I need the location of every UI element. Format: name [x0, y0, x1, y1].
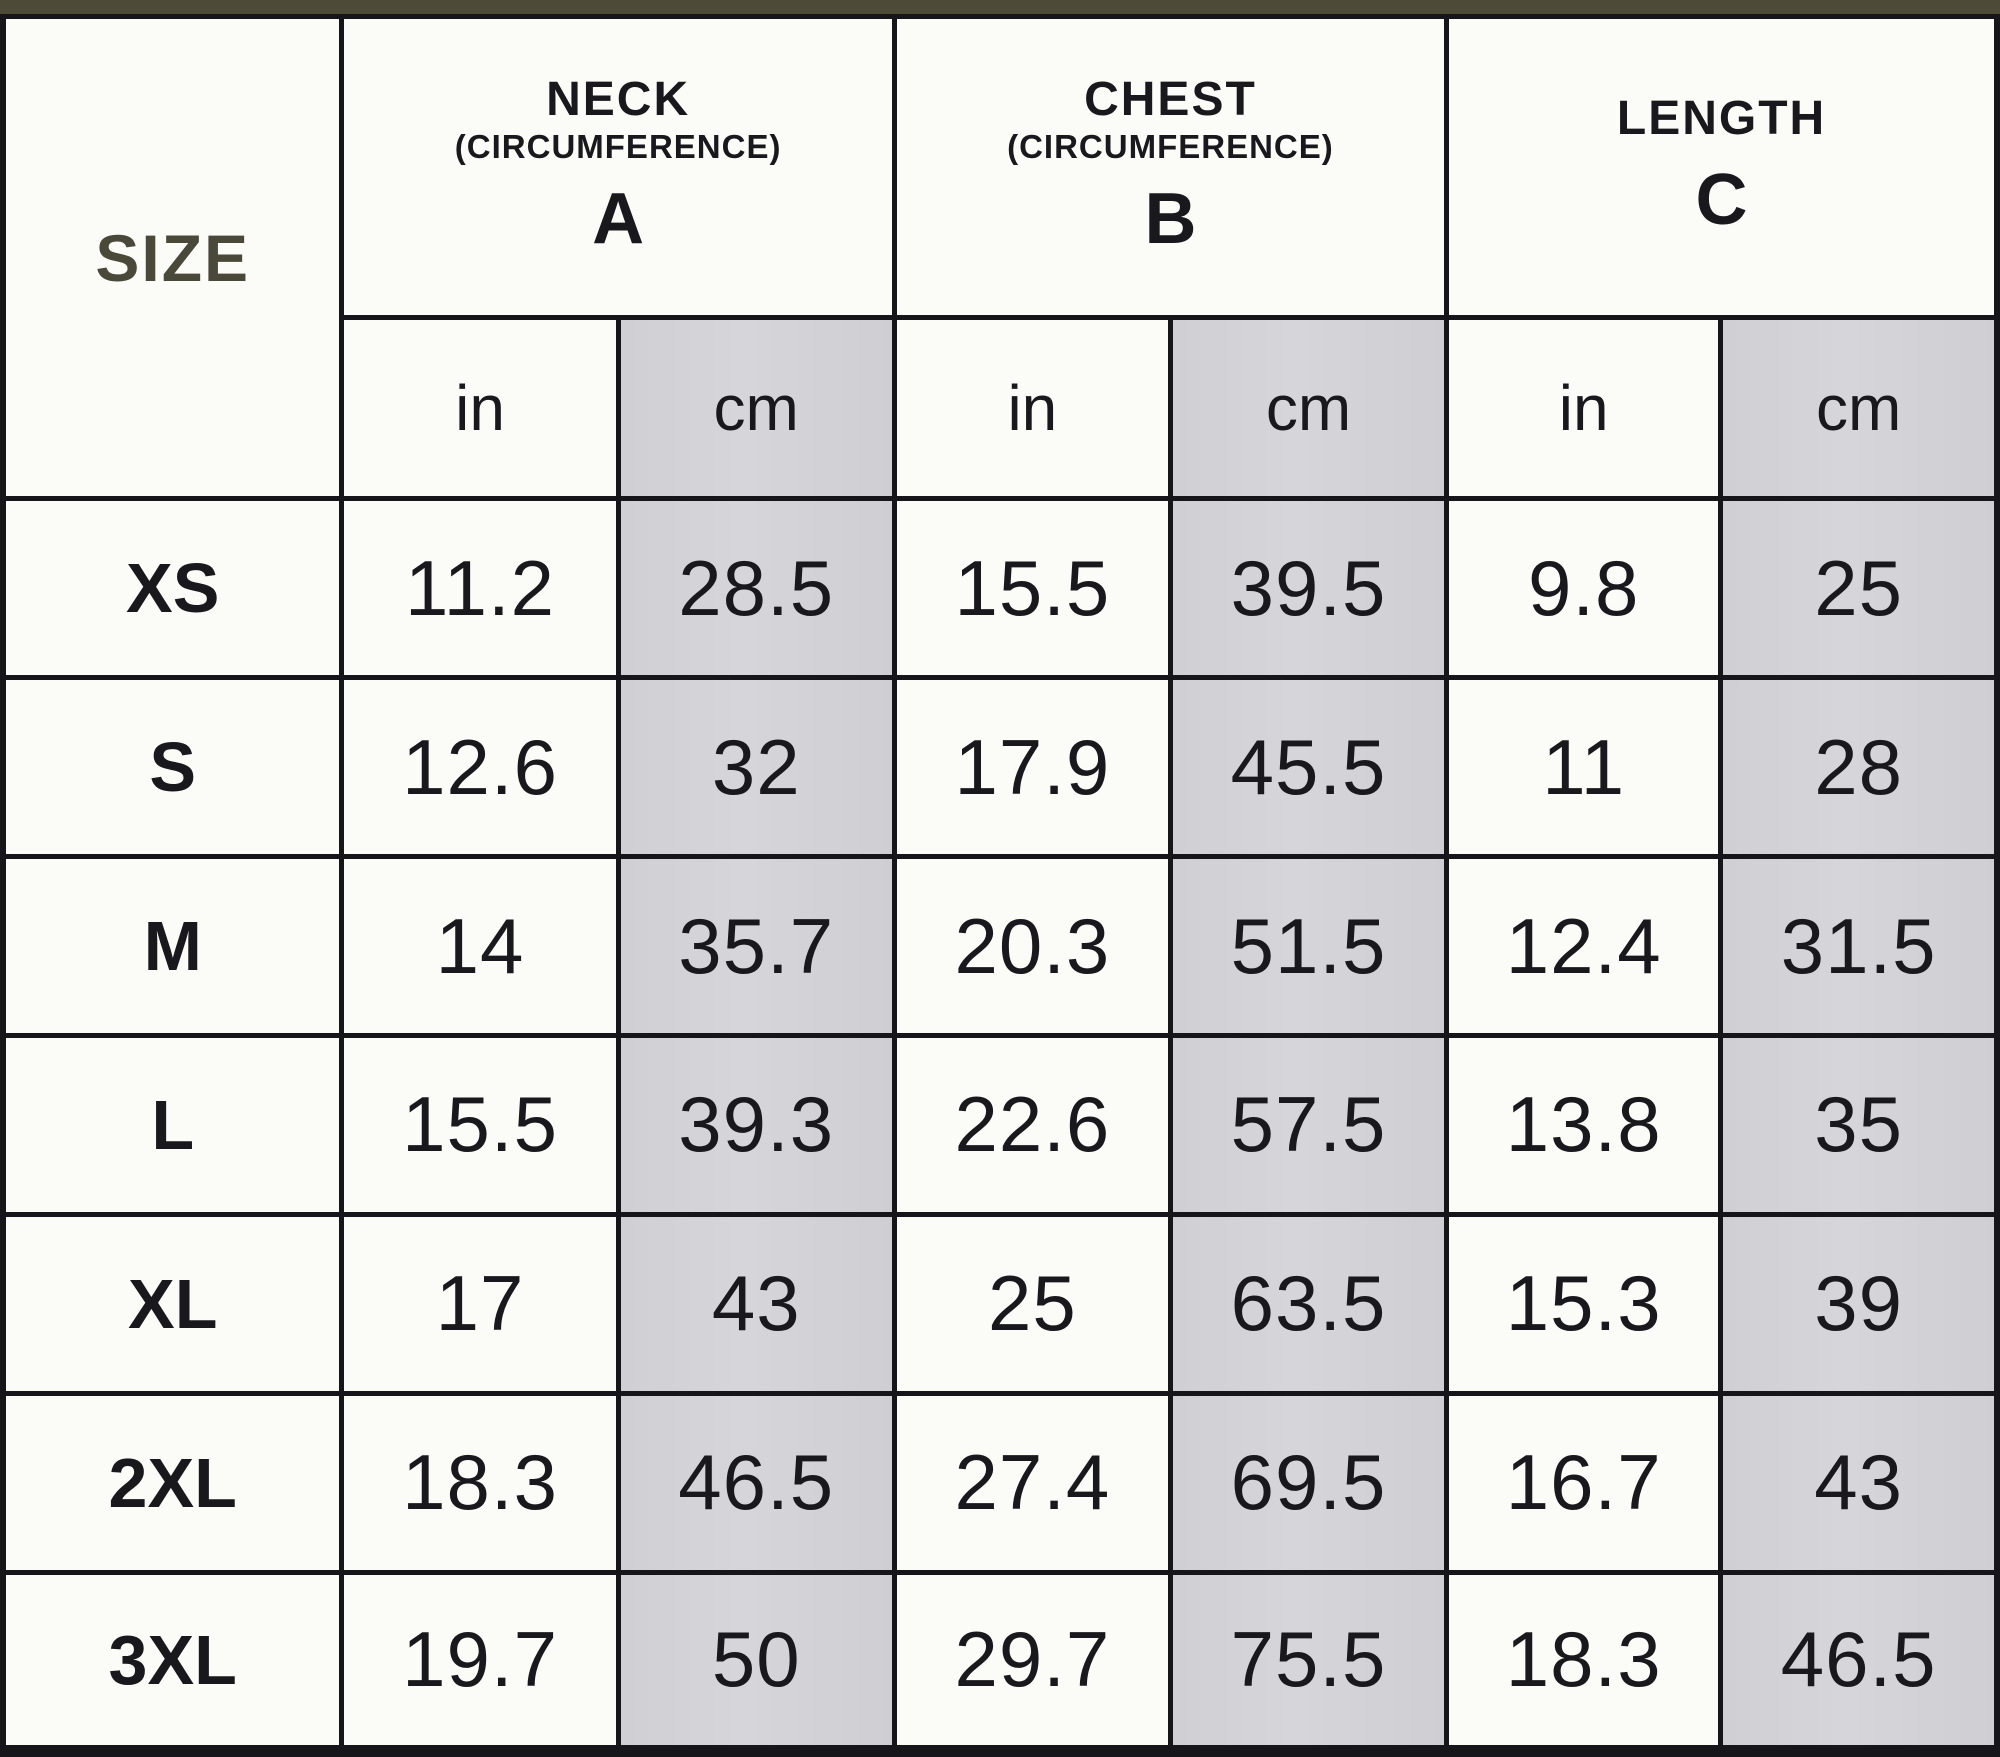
cell-3xl-length-in: 18.3	[1444, 1569, 1724, 1754]
table-row-xl: XL 17 43 25 63.5 15.3 39	[0, 1211, 2000, 1396]
cell-s-chest-in: 17.9	[891, 675, 1173, 860]
cell-m-length-in: 12.4	[1444, 854, 1724, 1038]
cell-3xl-length-cm: 46.5	[1718, 1569, 2000, 1754]
size-label: 3XL	[0, 1569, 345, 1754]
cell-xs-length-in: 9.8	[1444, 496, 1724, 681]
cell-xs-chest-in: 15.5	[891, 496, 1173, 681]
cell-3xl-chest-in: 29.7	[891, 1569, 1173, 1754]
cell-xs-length-cm: 25	[1718, 496, 2000, 681]
cell-s-length-in: 11	[1444, 675, 1724, 860]
chest-letter: B	[1144, 178, 1197, 259]
cell-2xl-length-cm: 43	[1718, 1390, 2000, 1575]
unit-header-neck-cm: cm	[615, 315, 897, 502]
size-label: S	[0, 675, 345, 860]
cell-xl-chest-in: 25	[891, 1211, 1173, 1396]
table-row-s: S 12.6 32 17.9 45.5 11 28	[0, 675, 2000, 860]
length-title: LENGTH	[1616, 92, 1827, 146]
size-label: XL	[0, 1211, 345, 1396]
neck-subtitle: (CIRCUMFERENCE)	[454, 127, 782, 165]
table-row-l: L 15.5 39.3 22.6 57.5 13.8 35	[0, 1032, 2000, 1217]
cell-l-neck-in: 15.5	[339, 1032, 621, 1217]
cell-m-length-cm: 31.5	[1718, 854, 2000, 1038]
cell-xs-neck-in: 11.2	[339, 496, 621, 681]
cell-l-neck-cm: 39.3	[615, 1032, 897, 1217]
unit-header-chest-in: in	[891, 315, 1173, 502]
cell-s-neck-cm: 32	[615, 675, 897, 860]
cell-m-neck-in: 14	[339, 854, 621, 1038]
cell-xs-chest-cm: 39.5	[1167, 496, 1450, 681]
cell-l-length-in: 13.8	[1444, 1032, 1724, 1217]
cell-2xl-neck-cm: 46.5	[615, 1390, 897, 1575]
cell-2xl-length-in: 16.7	[1444, 1390, 1724, 1575]
cell-3xl-neck-in: 19.7	[339, 1569, 621, 1754]
cell-m-chest-cm: 51.5	[1167, 854, 1450, 1038]
cell-xl-neck-in: 17	[339, 1211, 621, 1396]
cell-2xl-chest-in: 27.4	[891, 1390, 1173, 1575]
unit-header-chest-cm: cm	[1167, 315, 1450, 502]
chest-subtitle: (CIRCUMFERENCE)	[1007, 127, 1334, 165]
neck-title: NECK	[546, 73, 691, 127]
size-label: 2XL	[0, 1390, 345, 1575]
cell-2xl-chest-cm: 69.5	[1167, 1390, 1450, 1575]
unit-header-row: in cm in cm in cm	[3, 315, 2000, 502]
cell-xl-length-in: 15.3	[1444, 1211, 1724, 1396]
table-row-2xl: 2XL 18.3 46.5 27.4 69.5 16.7 43	[0, 1390, 2000, 1575]
size-label: L	[0, 1032, 345, 1217]
neck-letter: A	[592, 178, 645, 259]
size-column-header: SIZE	[0, 13, 345, 502]
chest-title: CHEST	[1084, 73, 1257, 127]
cell-l-chest-cm: 57.5	[1167, 1032, 1450, 1217]
size-label: XS	[0, 496, 345, 681]
size-chart-table: SIZE NECK (CIRCUMFERENCE) A CHEST (CIRCU…	[0, 13, 2000, 1757]
cell-xl-chest-cm: 63.5	[1167, 1211, 1450, 1396]
neck-section-header: NECK (CIRCUMFERENCE) A	[339, 13, 897, 321]
cell-xs-neck-cm: 28.5	[615, 496, 897, 681]
cell-s-chest-cm: 45.5	[1167, 675, 1450, 860]
cell-s-neck-in: 12.6	[339, 675, 621, 860]
header-row: SIZE NECK (CIRCUMFERENCE) A CHEST (CIRCU…	[0, 13, 2000, 502]
unit-header-neck-in: in	[339, 315, 621, 502]
cell-s-length-cm: 28	[1718, 675, 2000, 860]
chest-section-header: CHEST (CIRCUMFERENCE) B	[891, 13, 1450, 321]
table-row-3xl: 3XL 19.7 50 29.7 75.5 18.3 46.5	[0, 1569, 2000, 1754]
length-section-header: LENGTH C	[1444, 13, 2000, 321]
table-row-m: M 14 35.7 20.3 51.5 12.4 31.5	[0, 854, 2000, 1038]
unit-header-length-cm: cm	[1718, 315, 2000, 502]
cell-m-neck-cm: 35.7	[615, 854, 897, 1038]
cell-l-length-cm: 35	[1718, 1032, 2000, 1217]
cell-3xl-chest-cm: 75.5	[1167, 1569, 1450, 1754]
unit-header-length-in: in	[1444, 315, 1724, 502]
length-letter: C	[1695, 159, 1748, 240]
cell-l-chest-in: 22.6	[891, 1032, 1173, 1217]
table-row-xs: XS 11.2 28.5 15.5 39.5 9.8 25	[0, 496, 2000, 681]
cell-2xl-neck-in: 18.3	[339, 1390, 621, 1575]
cell-xl-length-cm: 39	[1718, 1211, 2000, 1396]
cell-xl-neck-cm: 43	[615, 1211, 897, 1396]
size-label: M	[0, 854, 345, 1038]
cell-m-chest-in: 20.3	[891, 854, 1173, 1038]
cell-3xl-neck-cm: 50	[615, 1569, 897, 1754]
